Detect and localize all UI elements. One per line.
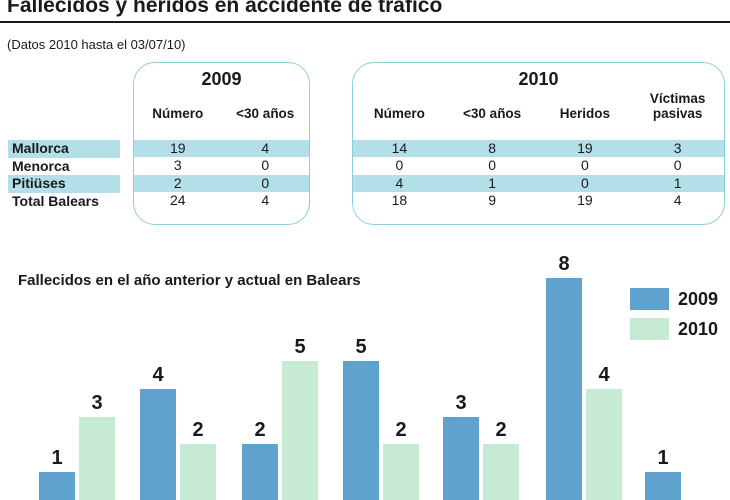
table-cell: 3	[173, 157, 182, 173]
table-2009-box: 2009 Número <30 años 19 4 3 0 2 0 24 4	[133, 62, 310, 225]
bar-value-label: 3	[455, 391, 467, 414]
table-cell: 4	[395, 174, 404, 191]
column-headers-2010: Número <30 años Heridos Víctimas pasivas	[353, 89, 724, 121]
bar-2010-g5	[483, 444, 519, 500]
bar-2009-g4	[343, 361, 379, 500]
bar-2010-g2	[180, 444, 216, 500]
legend-swatch-2010	[630, 318, 669, 340]
bar-2009-g2	[140, 388, 176, 500]
table-cell: 18	[391, 192, 408, 208]
legend-label-2010: 2010	[678, 319, 719, 339]
bar-value-label: 2	[395, 419, 407, 442]
bar-2009-g3	[242, 444, 278, 500]
bar-value-label: 8	[558, 252, 570, 275]
table-cell: 8	[488, 139, 497, 156]
table-rows-2010: 14 8 19 3 0 0 0 0 4 1 0 1 18 9 19 4	[353, 139, 724, 210]
table-row: 19 4	[134, 139, 309, 157]
column-header: <30 años	[463, 106, 522, 121]
column-header: Víctimas pasivas	[649, 91, 706, 121]
page-title: Fallecidos y heridos en accidente de trá…	[7, 0, 443, 17]
table-cell: 3	[673, 139, 682, 156]
table-row: 14 8 19 3	[353, 139, 724, 157]
table-2010-box: 2010 Número <30 años Heridos Víctimas pasiv…	[352, 62, 725, 225]
row-label: Total Balears	[12, 192, 99, 209]
row-label: Mallorca	[8, 140, 120, 158]
title-divider	[0, 21, 730, 23]
table-cell: 4	[673, 192, 682, 208]
bar-value-label: 2	[495, 419, 507, 442]
bar-value-label: 4	[598, 363, 610, 386]
table-cell: 1	[673, 174, 682, 191]
bar-value-label: 2	[192, 419, 204, 442]
column-header: Número	[373, 106, 425, 121]
table-row: 18 9 19 4	[353, 192, 724, 210]
legend-label-2009: 2009	[678, 289, 719, 309]
table-row: 0 0 0 0	[353, 157, 724, 175]
table-cell: 0	[261, 157, 270, 173]
bar-2009-g5	[443, 416, 479, 500]
table-cell: 9	[488, 192, 497, 208]
row-labels-column: Mallorca Menorca Pitiüses Total Balears	[8, 140, 120, 210]
bar-value-label: 4	[152, 363, 164, 386]
table-cell: 0	[673, 157, 682, 173]
column-header: Número	[152, 106, 204, 121]
table-cell: 0	[488, 157, 497, 173]
bar-2009-g1	[39, 472, 75, 500]
bar-value-label: 1	[657, 447, 669, 470]
table-cell: 0	[580, 174, 589, 191]
table-cell: 0	[395, 157, 404, 173]
table-cell: 14	[391, 139, 408, 156]
table-cell: 1	[488, 174, 497, 191]
table-cell: 2	[173, 174, 182, 191]
bar-2010-g4	[383, 444, 419, 500]
column-headers-2009: Número <30 años	[134, 89, 309, 121]
year-header-2009: 2009	[201, 69, 242, 89]
bar-value-label: 5	[294, 336, 306, 358]
table-cell: 4	[261, 139, 270, 156]
bar-2010-g6	[586, 388, 622, 500]
bar-value-label: 5	[355, 336, 367, 358]
bar-value-label: 2	[254, 419, 266, 442]
bar-value-label: 1	[51, 447, 63, 470]
bar-2010-g3	[282, 361, 318, 500]
bar-2009-g6	[546, 277, 582, 500]
bar-2010-g1	[79, 416, 115, 500]
legend-swatch-2009	[630, 288, 669, 310]
table-cell: 0	[261, 174, 270, 191]
row-label: Pitiüses	[8, 175, 120, 193]
table-cell: 19	[577, 192, 593, 208]
bar-2009-g7	[645, 472, 681, 500]
table-cell: 4	[261, 192, 270, 208]
bar-value-label: 3	[91, 391, 103, 414]
table-cell: 19	[577, 139, 593, 156]
table-cell: 0	[580, 157, 589, 173]
row-label: Menorca	[12, 157, 70, 174]
table-row: 24 4	[134, 192, 309, 210]
table-rows-2009: 19 4 3 0 2 0 24 4	[134, 139, 309, 210]
table-row: 4 1 0 1	[353, 174, 724, 192]
table-cell: 24	[169, 192, 186, 208]
column-header: Heridos	[559, 106, 610, 121]
table-cell: 19	[169, 139, 186, 156]
year-header-2010: 2010	[518, 69, 559, 89]
data-note: (Datos 2010 hasta el 03/07/10)	[7, 37, 186, 52]
column-header: <30 años	[236, 106, 295, 121]
chart-title: Fallecidos en el año anterior y actual e…	[18, 272, 361, 289]
